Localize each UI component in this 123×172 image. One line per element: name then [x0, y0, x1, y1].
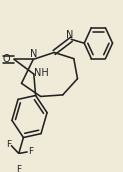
Text: N: N — [30, 49, 38, 59]
Text: O: O — [3, 54, 11, 64]
Text: N: N — [66, 30, 74, 40]
Text: F: F — [6, 141, 11, 149]
Text: NH: NH — [34, 68, 48, 78]
Text: F: F — [28, 147, 33, 156]
Text: F: F — [16, 165, 22, 172]
